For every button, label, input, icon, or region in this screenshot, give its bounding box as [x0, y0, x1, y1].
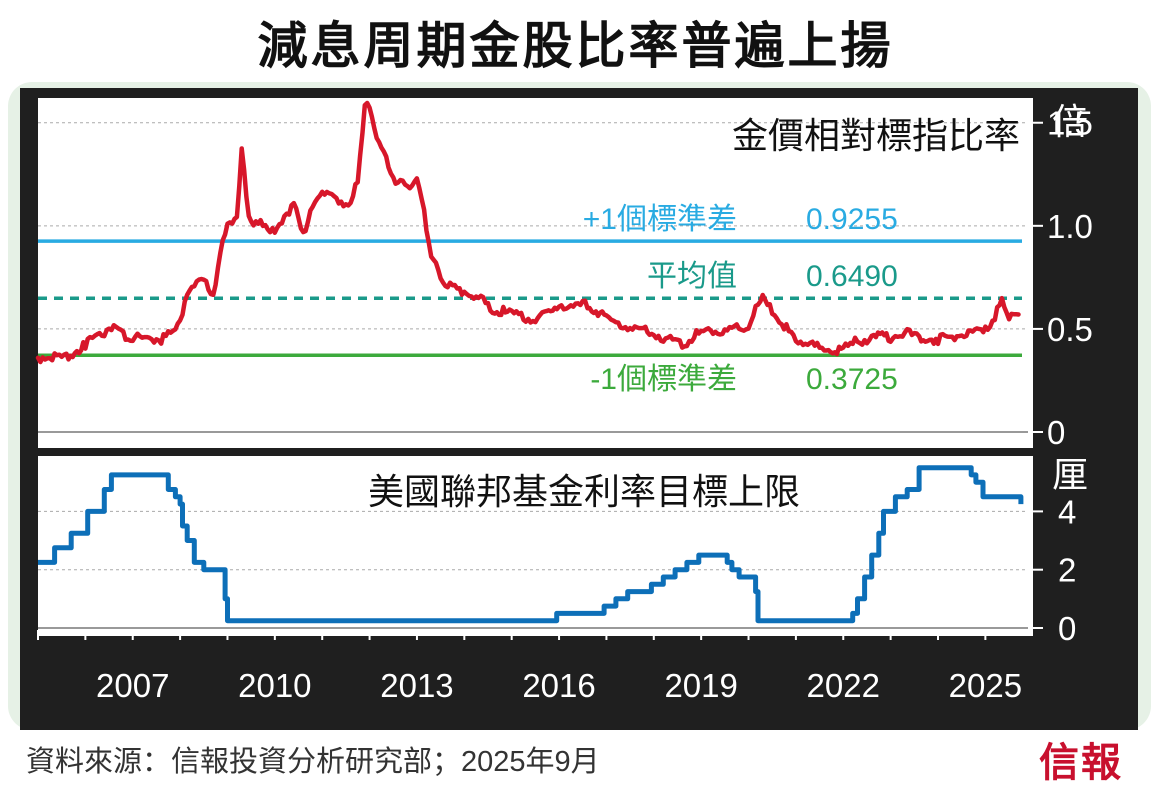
fed-ytick-label: 0	[1058, 610, 1076, 647]
ratio-ytick-label: 1.0	[1047, 208, 1093, 245]
xtick-label: 2025	[949, 667, 1022, 704]
fed-ytick-label: 2	[1058, 552, 1076, 589]
reference-line-label: +1個標準差	[583, 203, 737, 236]
lower-plot-background	[38, 456, 1033, 636]
ratio-ytick-label: 0	[1047, 414, 1065, 451]
page-title: 減息周期金股比率普遍上揚	[257, 18, 894, 74]
fed-ytick-label: 4	[1058, 493, 1076, 530]
xtick-label: 2019	[664, 667, 737, 704]
ratio-axis-unit: 倍	[1052, 101, 1088, 142]
source-note: 資料來源：信報投資分析研究部；2025年9月	[26, 746, 600, 778]
fed-axis-unit: 厘	[1052, 454, 1088, 495]
reference-line-label: 平均值	[647, 260, 737, 293]
ratio-series-line	[35, 100, 1021, 365]
upper-plot-background	[38, 98, 1033, 448]
xtick-label: 2022	[807, 667, 880, 704]
hkej-logo: 信報	[1039, 739, 1123, 786]
xtick-label: 2013	[380, 667, 453, 704]
reference-line-value: 0.9255	[806, 203, 898, 236]
xtick-label: 2016	[522, 667, 595, 704]
ratio-ytick-label: 1.5	[1047, 105, 1093, 142]
reference-line-value: 0.6490	[806, 260, 898, 293]
xtick-label: 2010	[238, 667, 311, 704]
reference-line-value: 0.3725	[806, 363, 898, 396]
ratio-ytick-label: 0.5	[1047, 311, 1093, 348]
fed-rate-chart-title: 美國聯邦基金利率目標上限	[368, 471, 800, 512]
reference-line-label: -1個標準差	[590, 363, 737, 396]
fed-rate-series-line	[38, 465, 1024, 624]
xtick-label: 2007	[96, 667, 169, 704]
ratio-chart-title: 金價相對標指比率	[732, 115, 1020, 156]
